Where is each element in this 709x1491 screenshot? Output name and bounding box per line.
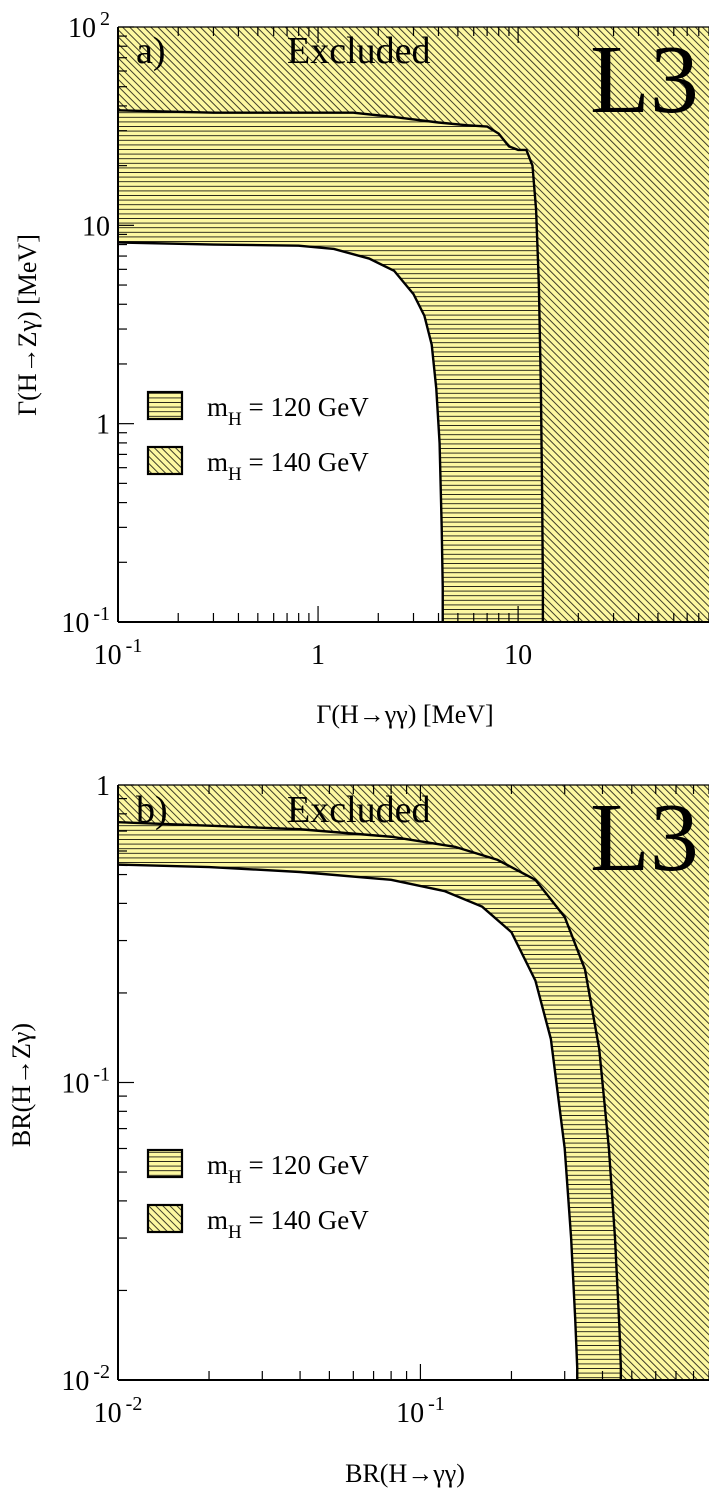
legend-label: mH = 140 GeV [207,1205,369,1243]
legend-swatch-horizontal [146,390,184,421]
x-tick-label: 1 [311,640,325,671]
legend-label-main: m [207,447,228,477]
y-tick-label: 1 [96,771,110,802]
y-tick-label: 10 [82,211,110,242]
y-tick-label: 10 -1 [61,1064,110,1100]
plot-area-b [118,785,709,1380]
contour-line-140 [118,109,545,622]
ticks-b: 10 -2 10 -110 -210 -11 [61,771,709,1429]
panel-label-b: b) [136,789,168,831]
x-tick-exponent: -2 [126,1393,143,1415]
x-tick-label: 10 -1 [94,635,143,671]
y-tick-label: 10 -2 [61,1361,110,1397]
x-tick-base: 10 [94,640,122,671]
legend-label-main: m [207,392,228,422]
legend-label-rest: = 120 GeV [242,1150,369,1180]
y-tick-base: 10 [61,1366,89,1397]
legend-swatch-horizontal [146,1148,184,1179]
y-tick-label: 10 -1 [61,603,110,639]
contour-line-140 [118,820,623,1380]
x-tick-base: 10 [504,640,532,671]
plot-area-a [118,27,709,623]
x-tick-label: 10 -1 [396,1393,445,1429]
legend-label-main: m [207,1150,228,1180]
excluded-annotation-a: Excluded [287,30,431,72]
legend-label-subscript: H [228,464,242,485]
y-tick-base: 10 [68,13,96,44]
y-tick-base: 10 [61,1069,89,1100]
legend-label-subscript: H [228,409,242,430]
contour-line-120 [118,241,444,622]
y-tick-base: 1 [96,410,110,441]
legend-label: mH = 120 GeV [207,392,369,430]
legend-swatch-diagonal [146,1203,184,1234]
l3-logo-a: L3 [590,26,699,134]
y-tick-base: 10 [61,608,89,639]
legend-label-rest: = 140 GeV [242,1205,369,1235]
legend-label-rest: = 120 GeV [242,392,369,422]
excluded-annotation-b: Excluded [287,789,431,831]
legend-label: mH = 120 GeV [207,1150,369,1188]
legend-label-main: m [207,1205,228,1235]
legend-label-subscript: H [228,1222,242,1243]
allowed-region [118,242,443,622]
y-tick-exponent: -1 [93,1064,110,1086]
x-tick-base: 10 [94,1398,122,1429]
x-tick-base: 1 [311,640,325,671]
x-tick-label: 10 -2 [94,1393,143,1429]
legend-label-rest: = 140 GeV [242,447,369,477]
legend-label-subscript: H [228,1167,242,1188]
y-tick-exponent: 2 [100,8,110,30]
x-tick-exponent: -1 [126,635,143,657]
y-axis-label-a: Γ(H→Zγ) [MeV] [13,234,42,416]
y-tick-base: 10 [82,211,110,242]
legend-label: mH = 140 GeV [207,447,369,485]
y-tick-exponent: -2 [93,1361,110,1383]
x-tick-exponent: -1 [428,1393,445,1415]
panel-label-a: a) [136,30,166,72]
x-tick-base: 10 [396,1398,424,1429]
x-axis-label-a: Γ(H→γγ) [MeV] [316,700,493,729]
x-axis-label-b: BR(H→γγ) [345,1459,465,1488]
y-tick-base: 1 [96,771,110,802]
y-tick-exponent: -1 [93,603,110,625]
y-axis-label-b: BR(H→Zγ) [7,1023,36,1147]
contour-line-120 [118,863,579,1380]
y-tick-label: 1 [96,410,110,441]
allowed-region [118,864,578,1380]
x-tick-label: 10 [504,640,532,671]
l3-logo-b: L3 [590,784,699,892]
y-tick-label: 10 2 [68,8,110,44]
legend-swatch-diagonal [146,445,184,476]
